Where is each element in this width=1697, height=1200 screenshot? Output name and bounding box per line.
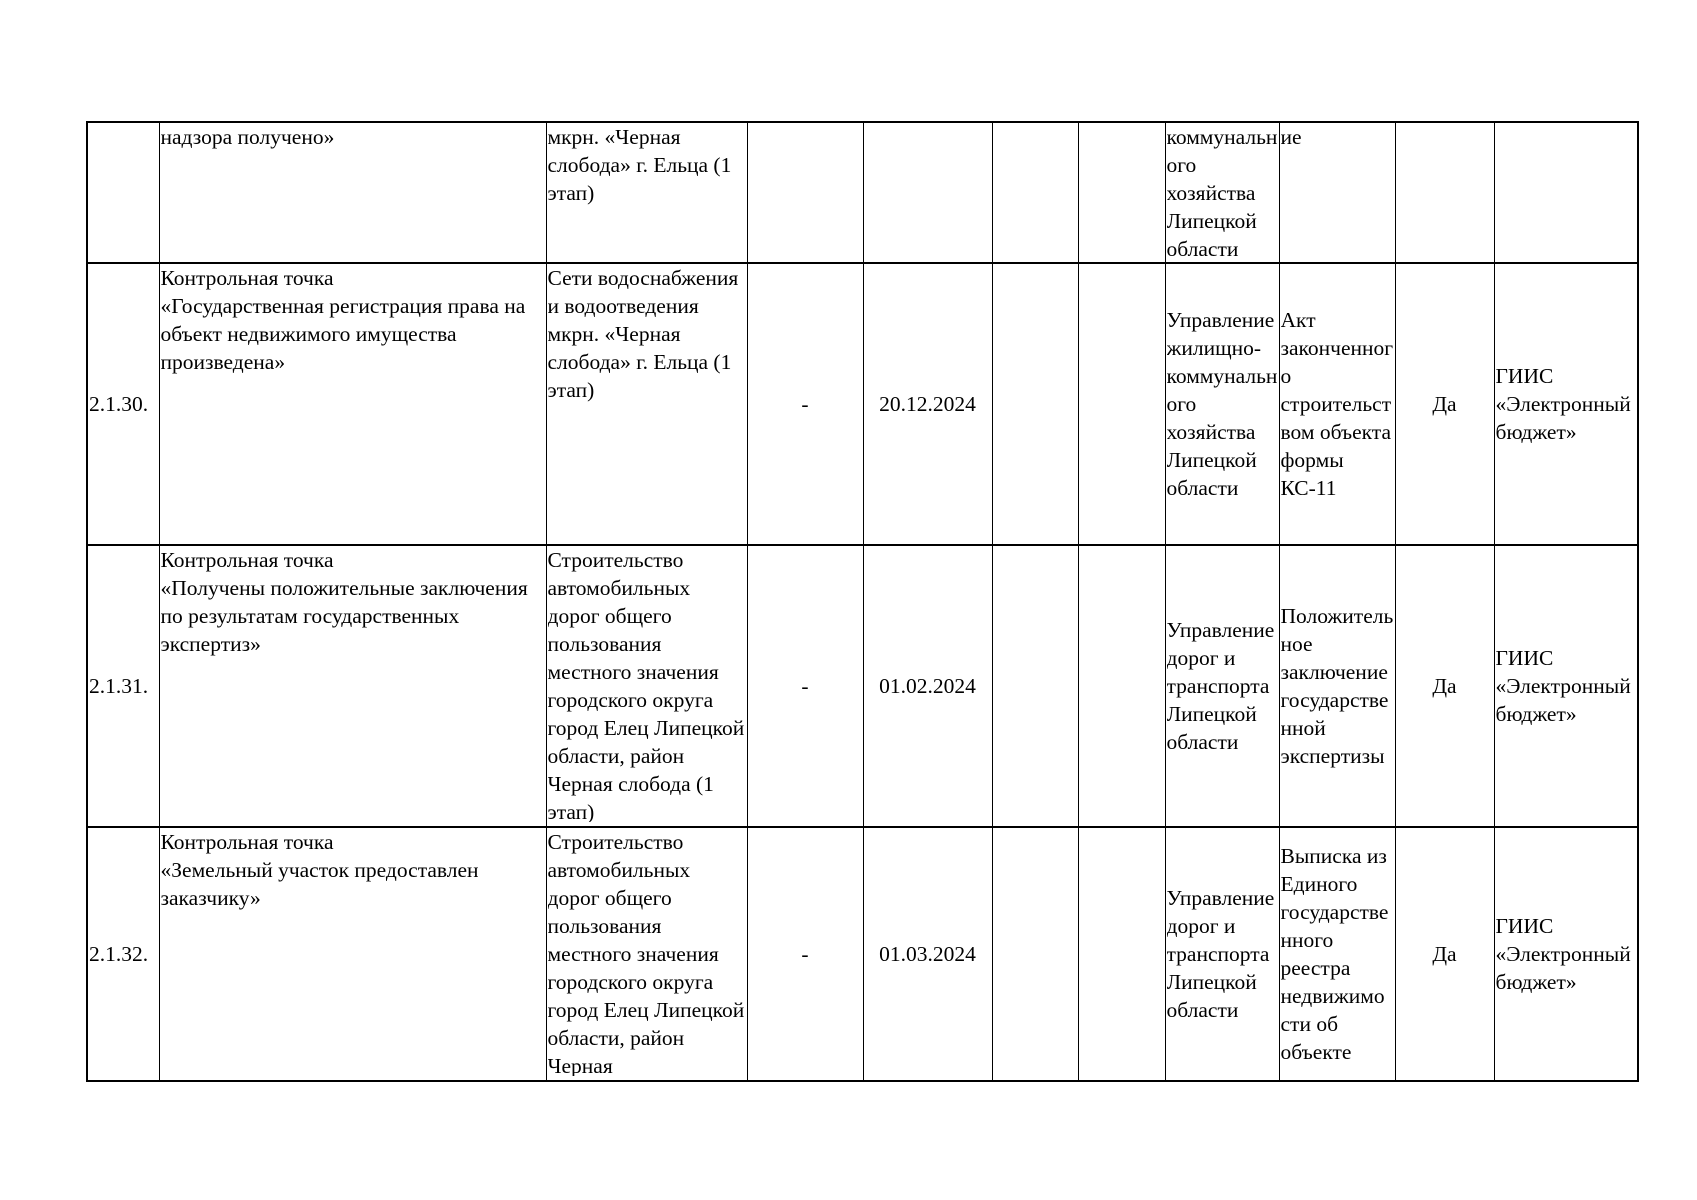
cell-name: Контрольная точка «Государственная регис… — [158, 262, 547, 546]
cell-responsible: Управление дорог и транспорта Липецкой о… — [1164, 826, 1280, 1082]
cell-start — [746, 121, 864, 264]
cell-text: - — [801, 392, 809, 416]
cell-text: Управление дорог и транспорта Липецкой о… — [1166, 618, 1275, 754]
cell-responsible: Управление дорог и транспорта Липецкой о… — [1164, 544, 1280, 828]
cell-end: 20.12.2024 — [862, 262, 993, 546]
cell-text: 2.1.31. — [89, 674, 149, 698]
cell-object: Сети водоснабжения и водоотведения мкрн.… — [545, 262, 748, 546]
cell-name: надзора получено» — [158, 121, 547, 264]
cell-document: Положительное заключение государственной… — [1278, 544, 1396, 828]
cell-end: 01.03.2024 — [862, 826, 993, 1082]
cell-name: Контрольная точка «Получены положительны… — [158, 544, 547, 828]
cell-text: Да — [1432, 674, 1457, 698]
cell-object: мкрн. «Черная слобода» г. Ельца (1 этап) — [545, 121, 748, 264]
cell-text: ие — [1280, 125, 1302, 149]
cell-c7 — [1077, 121, 1166, 264]
cell-text: ГИИС «Электронный бюджет» — [1495, 646, 1631, 726]
cell-document: Акт законченного строительством объекта … — [1278, 262, 1396, 546]
cell-flag: Да — [1394, 826, 1495, 1082]
cell-end: 01.02.2024 — [862, 544, 993, 828]
cell-system: ГИИС «Электронный бюджет» — [1493, 544, 1639, 828]
cell-c7 — [1077, 544, 1166, 828]
cell-num — [86, 121, 160, 264]
cell-flag: Да — [1394, 544, 1495, 828]
cell-text: ГИИС «Электронный бюджет» — [1495, 364, 1631, 444]
cell-c6 — [991, 121, 1079, 264]
cell-text: - — [801, 942, 809, 966]
cell-text: - — [801, 674, 809, 698]
cell-text: Управление жилищно-коммунального хозяйст… — [1166, 308, 1278, 500]
cell-name: Контрольная точка «Земельный участок пре… — [158, 826, 547, 1082]
cell-flag: Да — [1394, 262, 1495, 546]
cell-text: Контрольная точка «Земельный участок пре… — [160, 830, 479, 910]
cell-num: 2.1.32. — [86, 826, 160, 1082]
cell-text: мкрн. «Черная слобода» г. Ельца (1 этап) — [547, 125, 732, 205]
cell-text: Выписка из Единого государственного реес… — [1280, 844, 1389, 1064]
cell-c6 — [991, 544, 1079, 828]
table-row: 2.1.30. Контрольная точка «Государственна… — [86, 262, 1639, 546]
cell-text: 01.02.2024 — [879, 674, 976, 698]
cell-num: 2.1.31. — [86, 544, 160, 828]
cell-text: 2.1.32. — [89, 942, 149, 966]
cell-start: - — [746, 262, 864, 546]
cell-start: - — [746, 544, 864, 828]
cell-text: Да — [1432, 392, 1457, 416]
cell-start: - — [746, 826, 864, 1082]
cell-object: Строительство автомобильных дорог общего… — [545, 826, 748, 1082]
cell-text: 20.12.2024 — [879, 392, 976, 416]
cell-end — [862, 121, 993, 264]
cell-document: ие — [1278, 121, 1396, 264]
cell-flag — [1394, 121, 1495, 264]
cell-system: ГИИС «Электронный бюджет» — [1493, 826, 1639, 1082]
cell-text: коммунального хозяйства Липецкой области — [1166, 125, 1278, 258]
cell-text: Акт законченного строительством объекта … — [1280, 308, 1394, 500]
cell-text: Положительное заключение государственной… — [1280, 604, 1394, 768]
cell-c7 — [1077, 826, 1166, 1082]
cell-text: Строительство автомобильных дорог общего… — [547, 830, 745, 1076]
cell-text: Да — [1432, 942, 1457, 966]
cell-responsible: коммунального хозяйства Липецкой области — [1164, 121, 1280, 264]
table-row: 2.1.32. Контрольная точка «Земельный учас… — [86, 826, 1639, 1082]
table-row: 2.1.31. Контрольная точка «Получены полож… — [86, 544, 1639, 828]
cell-system — [1493, 121, 1639, 264]
cell-text: ГИИС «Электронный бюджет» — [1495, 914, 1631, 994]
cell-text: Контрольная точка «Государственная регис… — [160, 266, 526, 374]
cell-system: ГИИС «Электронный бюджет» — [1493, 262, 1639, 546]
control-points-table: надзора получено» мкрн. «Черная слобода» … — [86, 121, 1639, 1082]
table-body: надзора получено» мкрн. «Черная слобода» … — [86, 121, 1639, 1082]
cell-text: Управление дорог и транспорта Липецкой о… — [1166, 886, 1275, 1022]
cell-c6 — [991, 262, 1079, 546]
cell-text: Сети водоснабжения и водоотведения мкрн.… — [547, 266, 739, 402]
cell-text: 01.03.2024 — [879, 942, 976, 966]
cell-c7 — [1077, 262, 1166, 546]
cell-text: 2.1.30. — [89, 392, 149, 416]
cell-text: надзора получено» — [160, 125, 335, 149]
cell-responsible: Управление жилищно-коммунального хозяйст… — [1164, 262, 1280, 546]
cell-text: Контрольная точка «Получены положительны… — [160, 548, 528, 656]
cell-c6 — [991, 826, 1079, 1082]
cell-document: Выписка из Единого государственного реес… — [1278, 826, 1396, 1082]
table-row: надзора получено» мкрн. «Черная слобода» … — [86, 121, 1639, 264]
cell-object: Строительство автомобильных дорог общего… — [545, 544, 748, 828]
cell-num: 2.1.30. — [86, 262, 160, 546]
cell-text: Строительство автомобильных дорог общего… — [547, 548, 745, 822]
